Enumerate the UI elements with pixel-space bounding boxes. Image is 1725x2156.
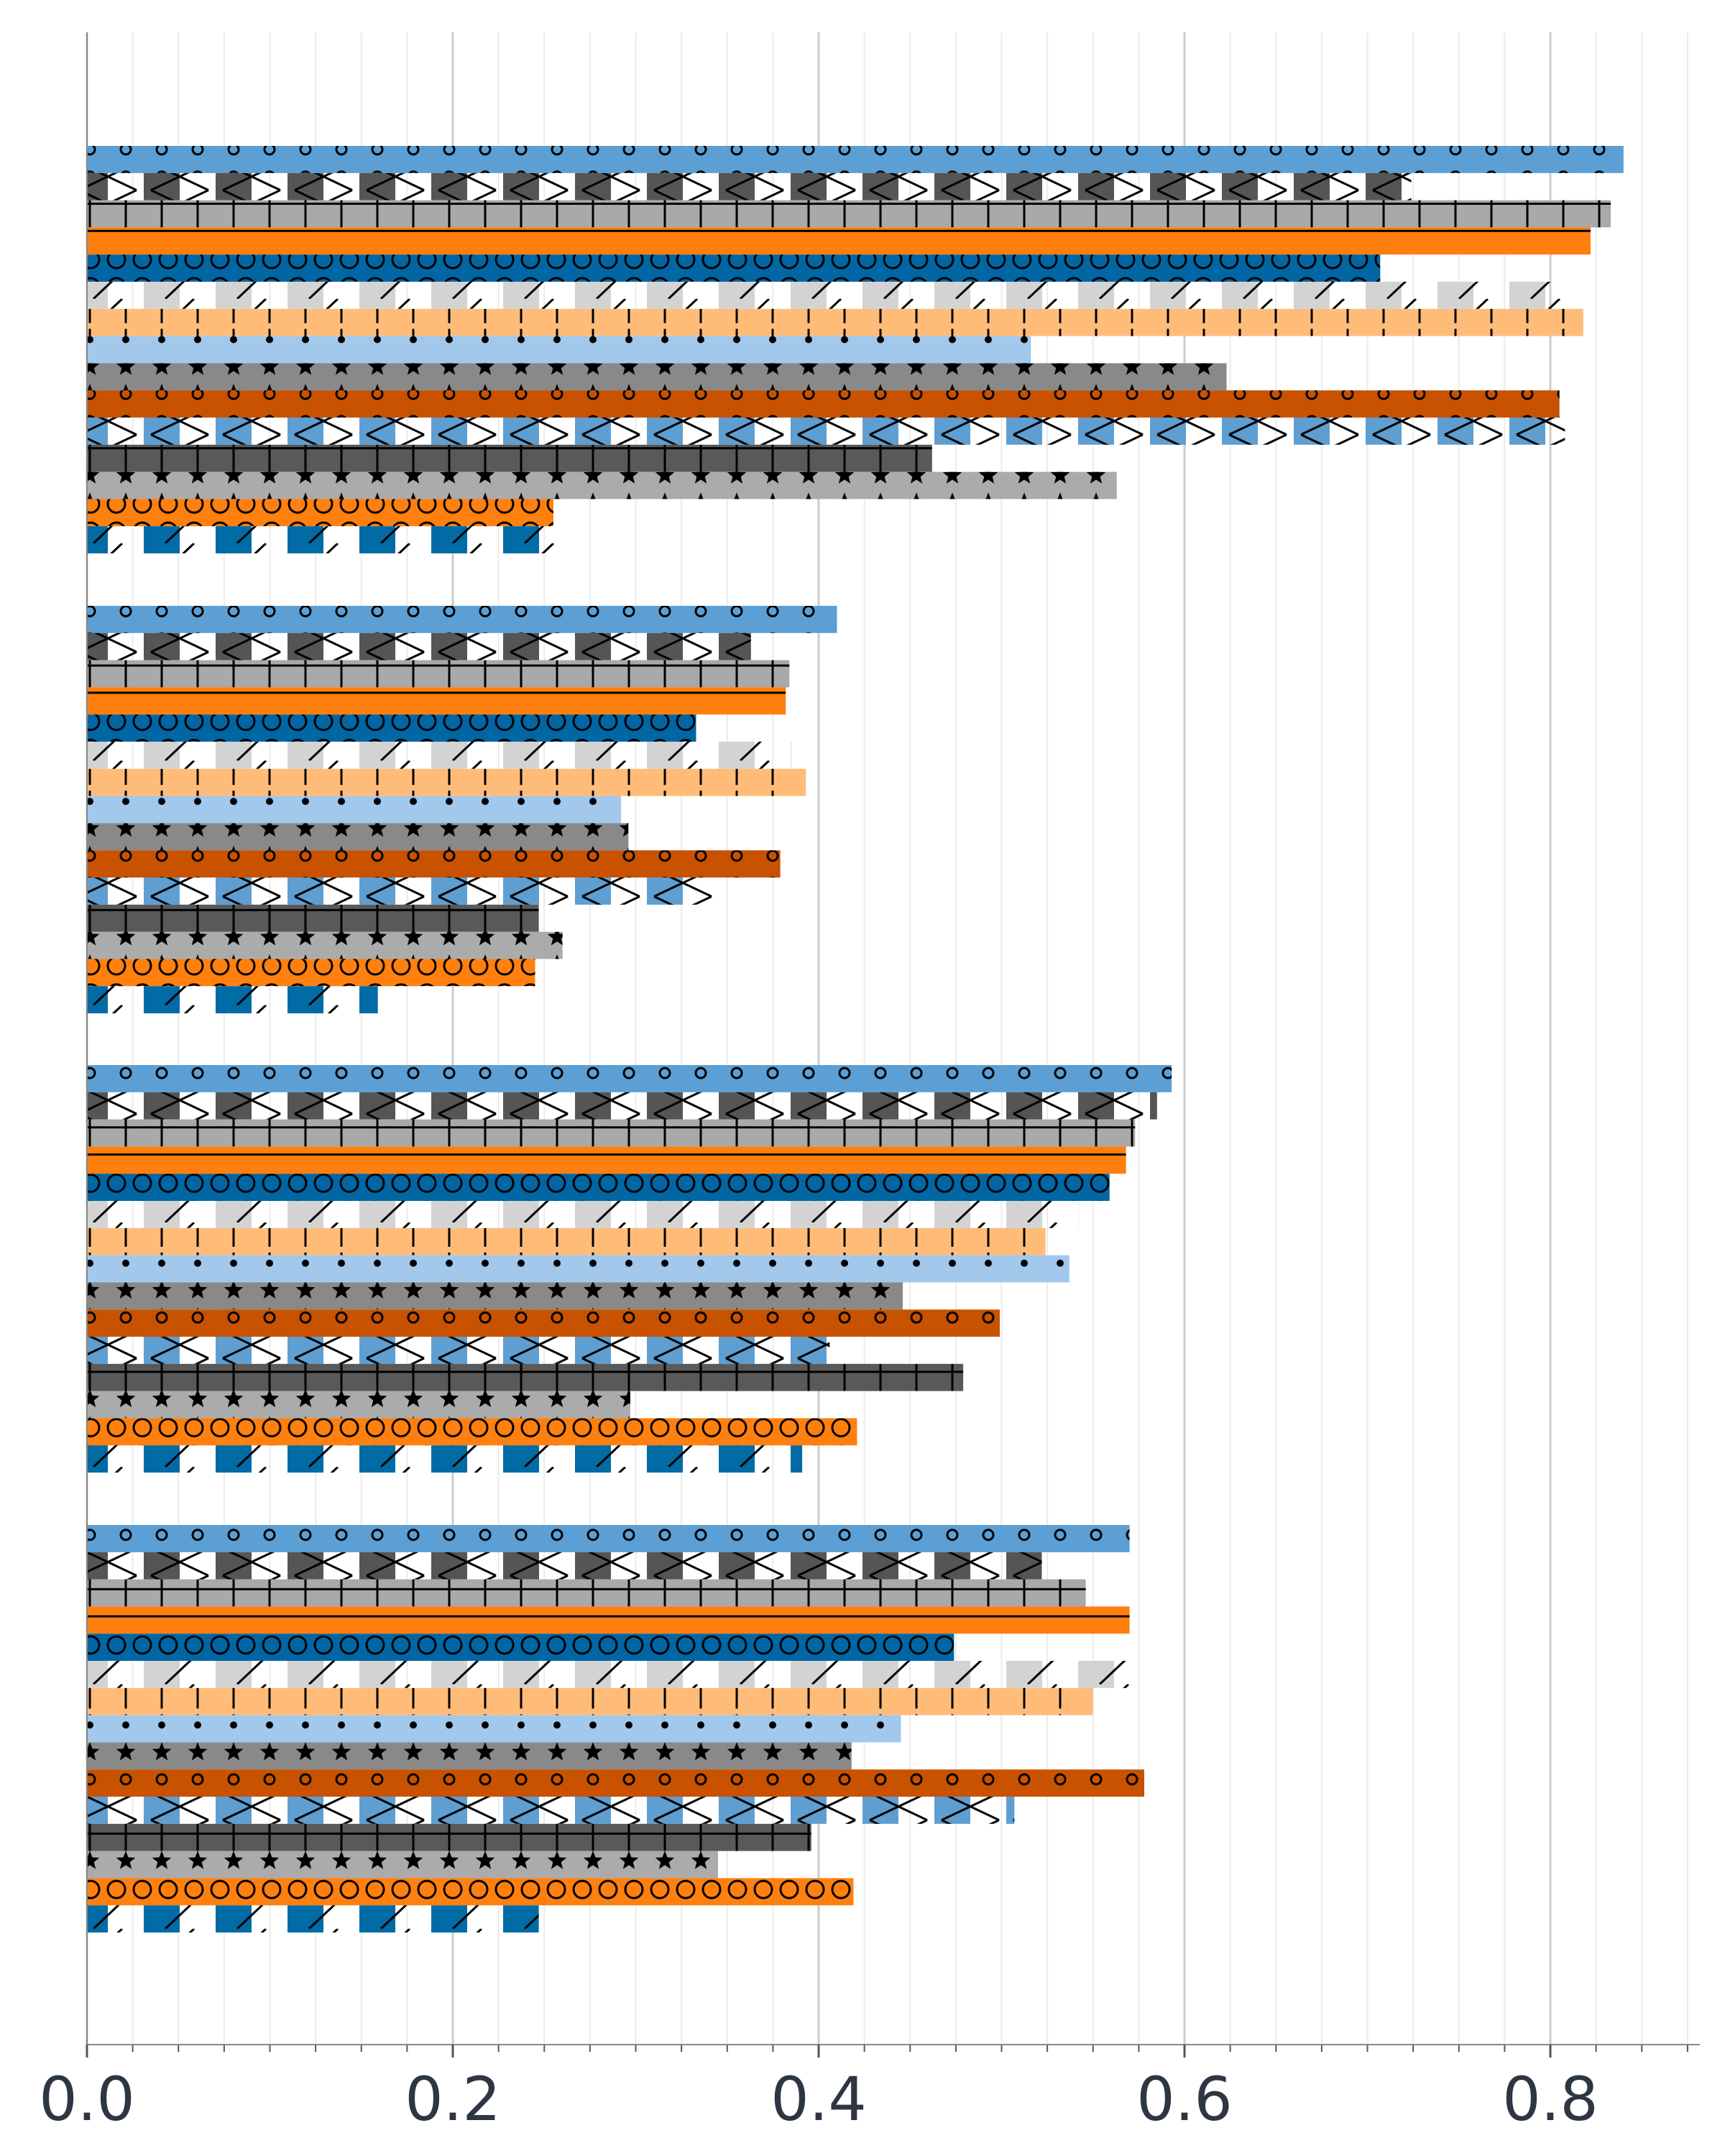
bar-g3-s15 [87, 1445, 803, 1473]
bar-g1-s13 [87, 471, 1117, 499]
bar-g2-s4 [87, 687, 786, 715]
axes: 0.0 0.2 0.4 0.6 0.8 [39, 32, 1700, 2134]
bar-g2-s2 [87, 632, 751, 660]
bar-g1-s9 [87, 363, 1227, 391]
bar-g2-s8 [87, 796, 622, 824]
x-tick-label: 0.2 [405, 2064, 501, 2134]
bar-g1-s7 [87, 308, 1583, 336]
bar-g4-s10 [87, 1769, 1144, 1797]
bar-g4-s14 [87, 1878, 854, 1906]
bar-g3-s12 [87, 1363, 964, 1391]
bar-g3-s11 [87, 1337, 830, 1364]
bar-g4-s4 [87, 1606, 1130, 1634]
bar-g4-s6 [87, 1661, 1143, 1688]
bar-g3-s4 [87, 1146, 1126, 1174]
bar-g1-s15 [87, 526, 570, 553]
bar-g1-s12 [87, 444, 932, 472]
bar-g2-s12 [87, 904, 539, 932]
bar-g1-s14 [87, 499, 553, 527]
bar-g3-s13 [87, 1391, 630, 1419]
bar-g2-s10 [87, 850, 781, 877]
bar-g2-s13 [87, 931, 563, 959]
bar-g3-s9 [87, 1282, 903, 1310]
bar-g1-s11 [87, 418, 1565, 445]
x-tick-label: 0.8 [1502, 2064, 1598, 2134]
bar-g3-s7 [87, 1227, 1046, 1256]
bar-g4-s7 [87, 1687, 1093, 1715]
bar-g2-s3 [87, 660, 790, 688]
bar-g3-s10 [87, 1309, 1000, 1337]
bar-g3-s2 [87, 1092, 1157, 1120]
bar-g1-s2 [87, 172, 1412, 201]
bar-group-3 [87, 1065, 1172, 1473]
bar-g2-s9 [87, 823, 629, 851]
bar-g4-s2 [87, 1552, 1042, 1580]
x-tick-label: 0.0 [39, 2064, 135, 2134]
bar-g2-s1 [87, 606, 837, 633]
bar-g1-s1 [87, 146, 1624, 173]
bar-g3-s1 [87, 1065, 1172, 1092]
bar-g4-s3 [87, 1579, 1086, 1607]
bar-g1-s4 [87, 227, 1591, 255]
bar-g1-s3 [87, 200, 1611, 228]
bar-g4-s13 [87, 1851, 718, 1879]
bar-g1-s10 [87, 390, 1560, 418]
bar-g2-s7 [87, 768, 806, 796]
x-tick-label: 0.4 [770, 2064, 867, 2134]
bar-g3-s5 [87, 1174, 1110, 1201]
bar-g4-s5 [87, 1634, 954, 1661]
bar-g4-s15 [87, 1905, 539, 1932]
bar-g4-s9 [87, 1742, 852, 1770]
bar-g4-s1 [87, 1525, 1130, 1552]
x-tick-label: 0.6 [1136, 2064, 1233, 2134]
bar-g2-s6 [87, 742, 791, 769]
bar-g3-s14 [87, 1418, 857, 1446]
bar-g4-s11 [87, 1797, 1015, 1824]
bars [87, 146, 1624, 1932]
bar-g2-s15 [87, 986, 378, 1013]
bar-g3-s3 [87, 1119, 1136, 1147]
bar-g4-s12 [87, 1823, 811, 1851]
bar-group-2 [87, 606, 837, 1013]
bar-g2-s5 [87, 714, 696, 742]
bar-g3-s8 [87, 1255, 1070, 1283]
bar-g3-s6 [87, 1201, 1079, 1228]
bar-group-4 [87, 1525, 1144, 1932]
bar-g2-s11 [87, 877, 718, 905]
bar-g1-s5 [87, 254, 1381, 282]
bar-g1-s8 [87, 336, 1031, 364]
bar-g1-s6 [87, 282, 1569, 309]
bar-g4-s8 [87, 1715, 901, 1743]
bar-g2-s14 [87, 959, 535, 987]
bar-group-1 [87, 146, 1624, 553]
